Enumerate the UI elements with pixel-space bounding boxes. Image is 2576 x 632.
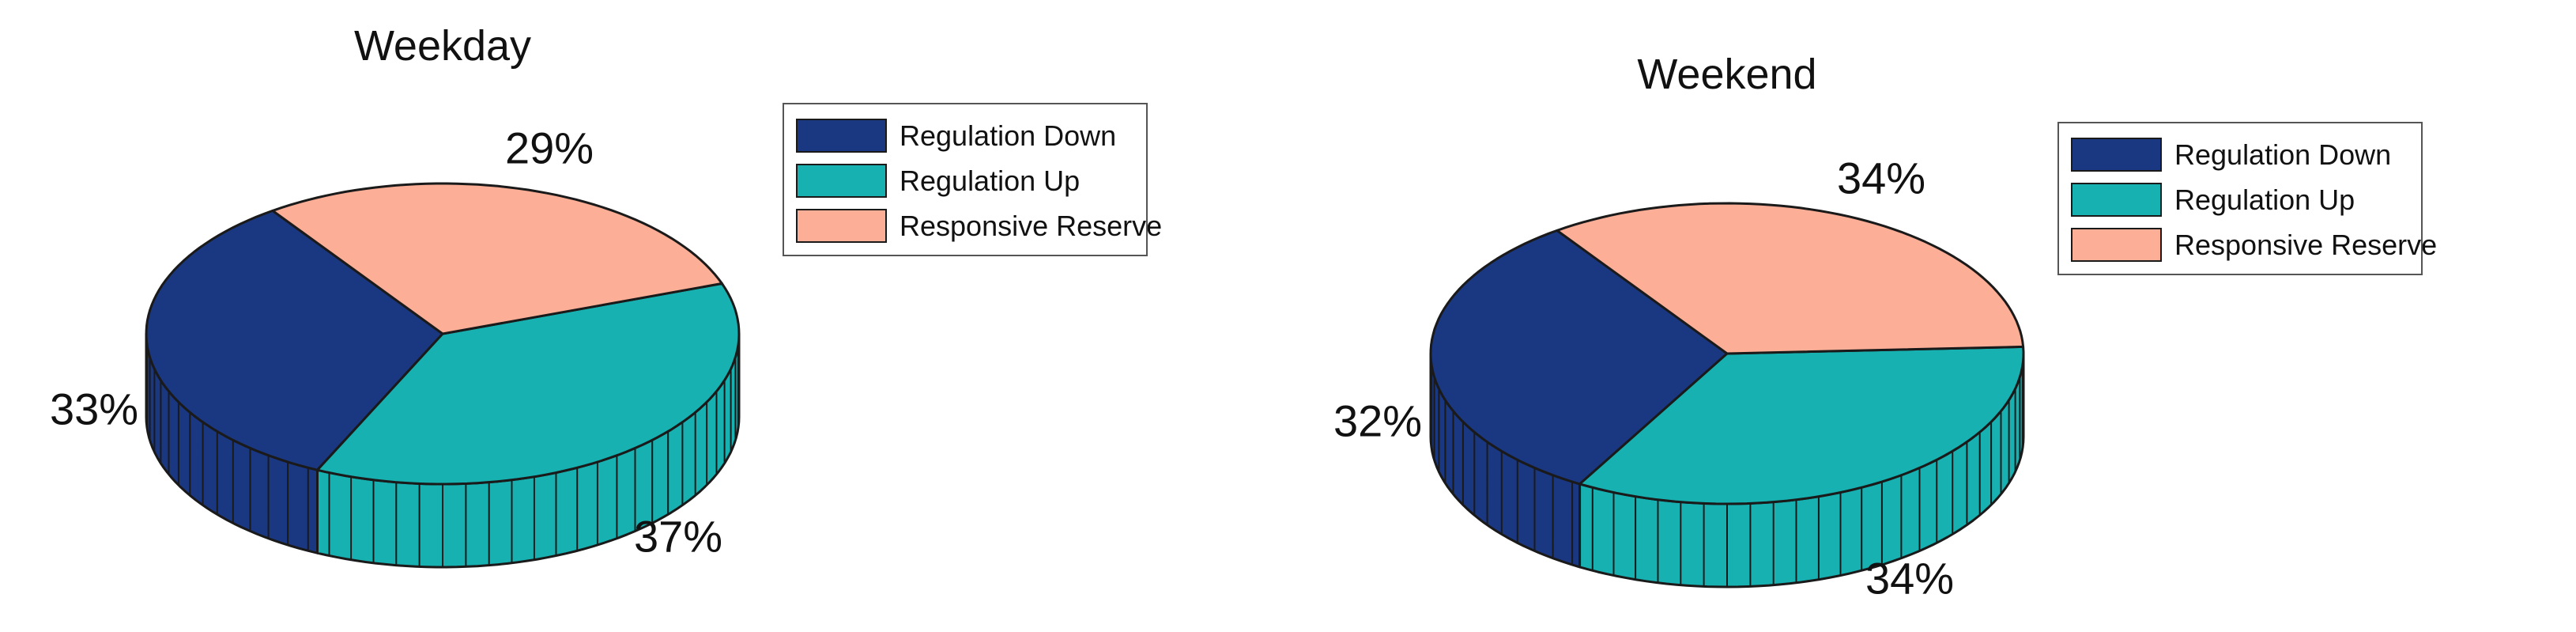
legend-item: Responsive Reserve bbox=[2071, 222, 2437, 267]
legend-item: Responsive Reserve bbox=[796, 203, 1162, 248]
slice-label: 33% bbox=[50, 384, 138, 434]
legend-label: Regulation Down bbox=[900, 119, 1117, 152]
pie-chart-weekend: 32% 34% 34% bbox=[1333, 153, 2025, 604]
legend-item: Regulation Up bbox=[796, 158, 1146, 203]
slice-label: 29% bbox=[505, 123, 594, 173]
chart-title-weekend: Weekend bbox=[1637, 51, 1817, 98]
legend-label: Responsive Reserve bbox=[900, 209, 1163, 242]
pie-slice bbox=[1578, 345, 2025, 505]
pie-skirt-hatch bbox=[145, 334, 309, 551]
slice-label: 34% bbox=[1865, 554, 1954, 604]
legend-swatch-regulation-up bbox=[2071, 183, 2162, 217]
legend-label: Regulation Up bbox=[900, 164, 1081, 197]
pie-slice bbox=[316, 282, 741, 486]
legend-item: Regulation Down bbox=[2071, 132, 2421, 177]
chart-title-weekday: Weekday bbox=[353, 22, 532, 70]
legend-swatch-responsive-reserve bbox=[2071, 228, 2162, 262]
legend-item: Regulation Up bbox=[2071, 177, 2421, 222]
pie-slice bbox=[271, 182, 723, 335]
legend-swatch-regulation-down bbox=[796, 119, 887, 153]
pie-skirt-hatch bbox=[328, 345, 739, 567]
legend-label: Regulation Down bbox=[2174, 138, 2392, 171]
pie-skirt-hatch bbox=[1430, 354, 1574, 565]
legend-swatch-regulation-down bbox=[2071, 138, 2162, 172]
slice-label: 32% bbox=[1333, 396, 1422, 446]
pie-slice bbox=[1429, 229, 1729, 486]
pie-slice bbox=[1556, 202, 2025, 355]
legend-swatch-regulation-up bbox=[796, 164, 887, 198]
legend-label: Regulation Up bbox=[2174, 183, 2355, 216]
slice-label: 37% bbox=[634, 512, 722, 562]
legend-label: Responsive Reserve bbox=[2174, 228, 2438, 261]
legend-weekday: Regulation Down Regulation Up Responsive… bbox=[783, 103, 1162, 256]
pie-slice bbox=[145, 209, 444, 471]
pie-skirt-hatch bbox=[1591, 365, 2023, 587]
legend-weekend: Regulation Down Regulation Up Responsive… bbox=[2057, 122, 2437, 275]
legend-swatch-responsive-reserve bbox=[796, 209, 887, 243]
legend-item: Regulation Down bbox=[796, 113, 1146, 158]
slice-label: 34% bbox=[1837, 153, 1925, 203]
pie-chart-weekday: 33% 37% 29% bbox=[50, 123, 741, 569]
